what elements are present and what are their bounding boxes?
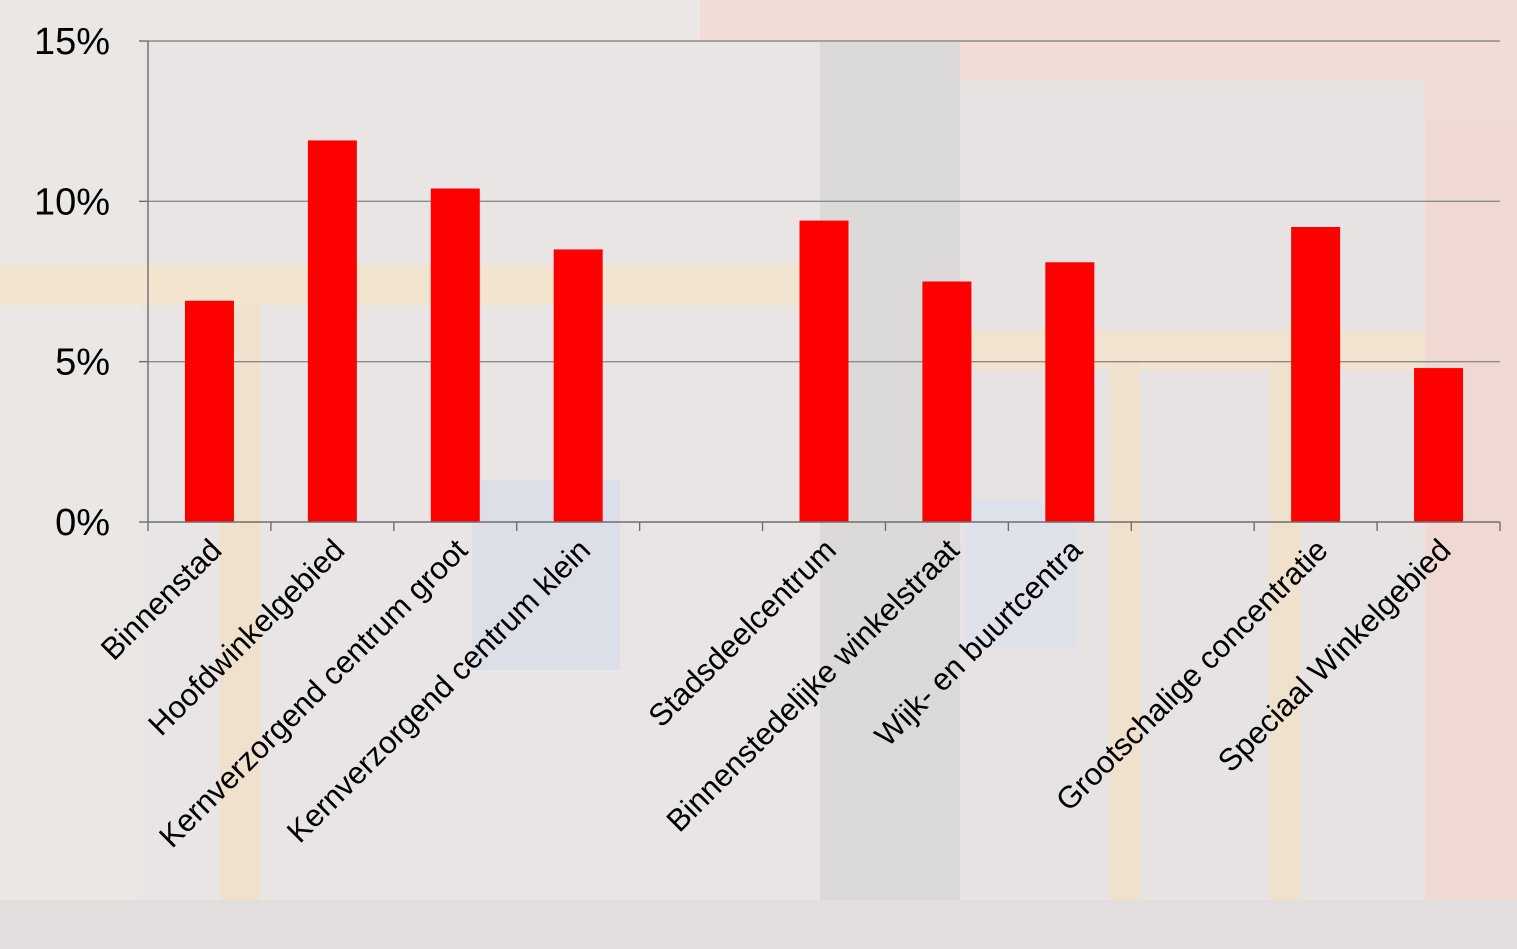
- bar: [184, 300, 234, 522]
- x-category-label: Binnenstad: [94, 532, 228, 666]
- x-category-label: Wijk- en buurtcentra: [868, 532, 1089, 753]
- x-category-labels: BinnenstadHoofdwinkelgebiedKernverzorgen…: [94, 532, 1458, 855]
- axes: [139, 40, 1501, 531]
- bar: [799, 220, 849, 522]
- bars: [184, 140, 1464, 523]
- y-tick-label: 5%: [55, 342, 110, 384]
- bar: [307, 140, 357, 522]
- y-tick-label: 10%: [34, 181, 110, 223]
- y-tick-label: 0%: [55, 502, 110, 544]
- bar: [1045, 262, 1095, 522]
- bar: [1414, 368, 1464, 522]
- y-tick-labels: 0% 5% 10% 15%: [34, 21, 110, 544]
- y-tick-label: 15%: [34, 21, 110, 63]
- bar: [553, 249, 603, 522]
- x-category-label: Speciaal Winkelgebied: [1211, 532, 1458, 779]
- bar: [922, 281, 972, 522]
- bar: [1291, 226, 1341, 522]
- bar: [430, 188, 480, 523]
